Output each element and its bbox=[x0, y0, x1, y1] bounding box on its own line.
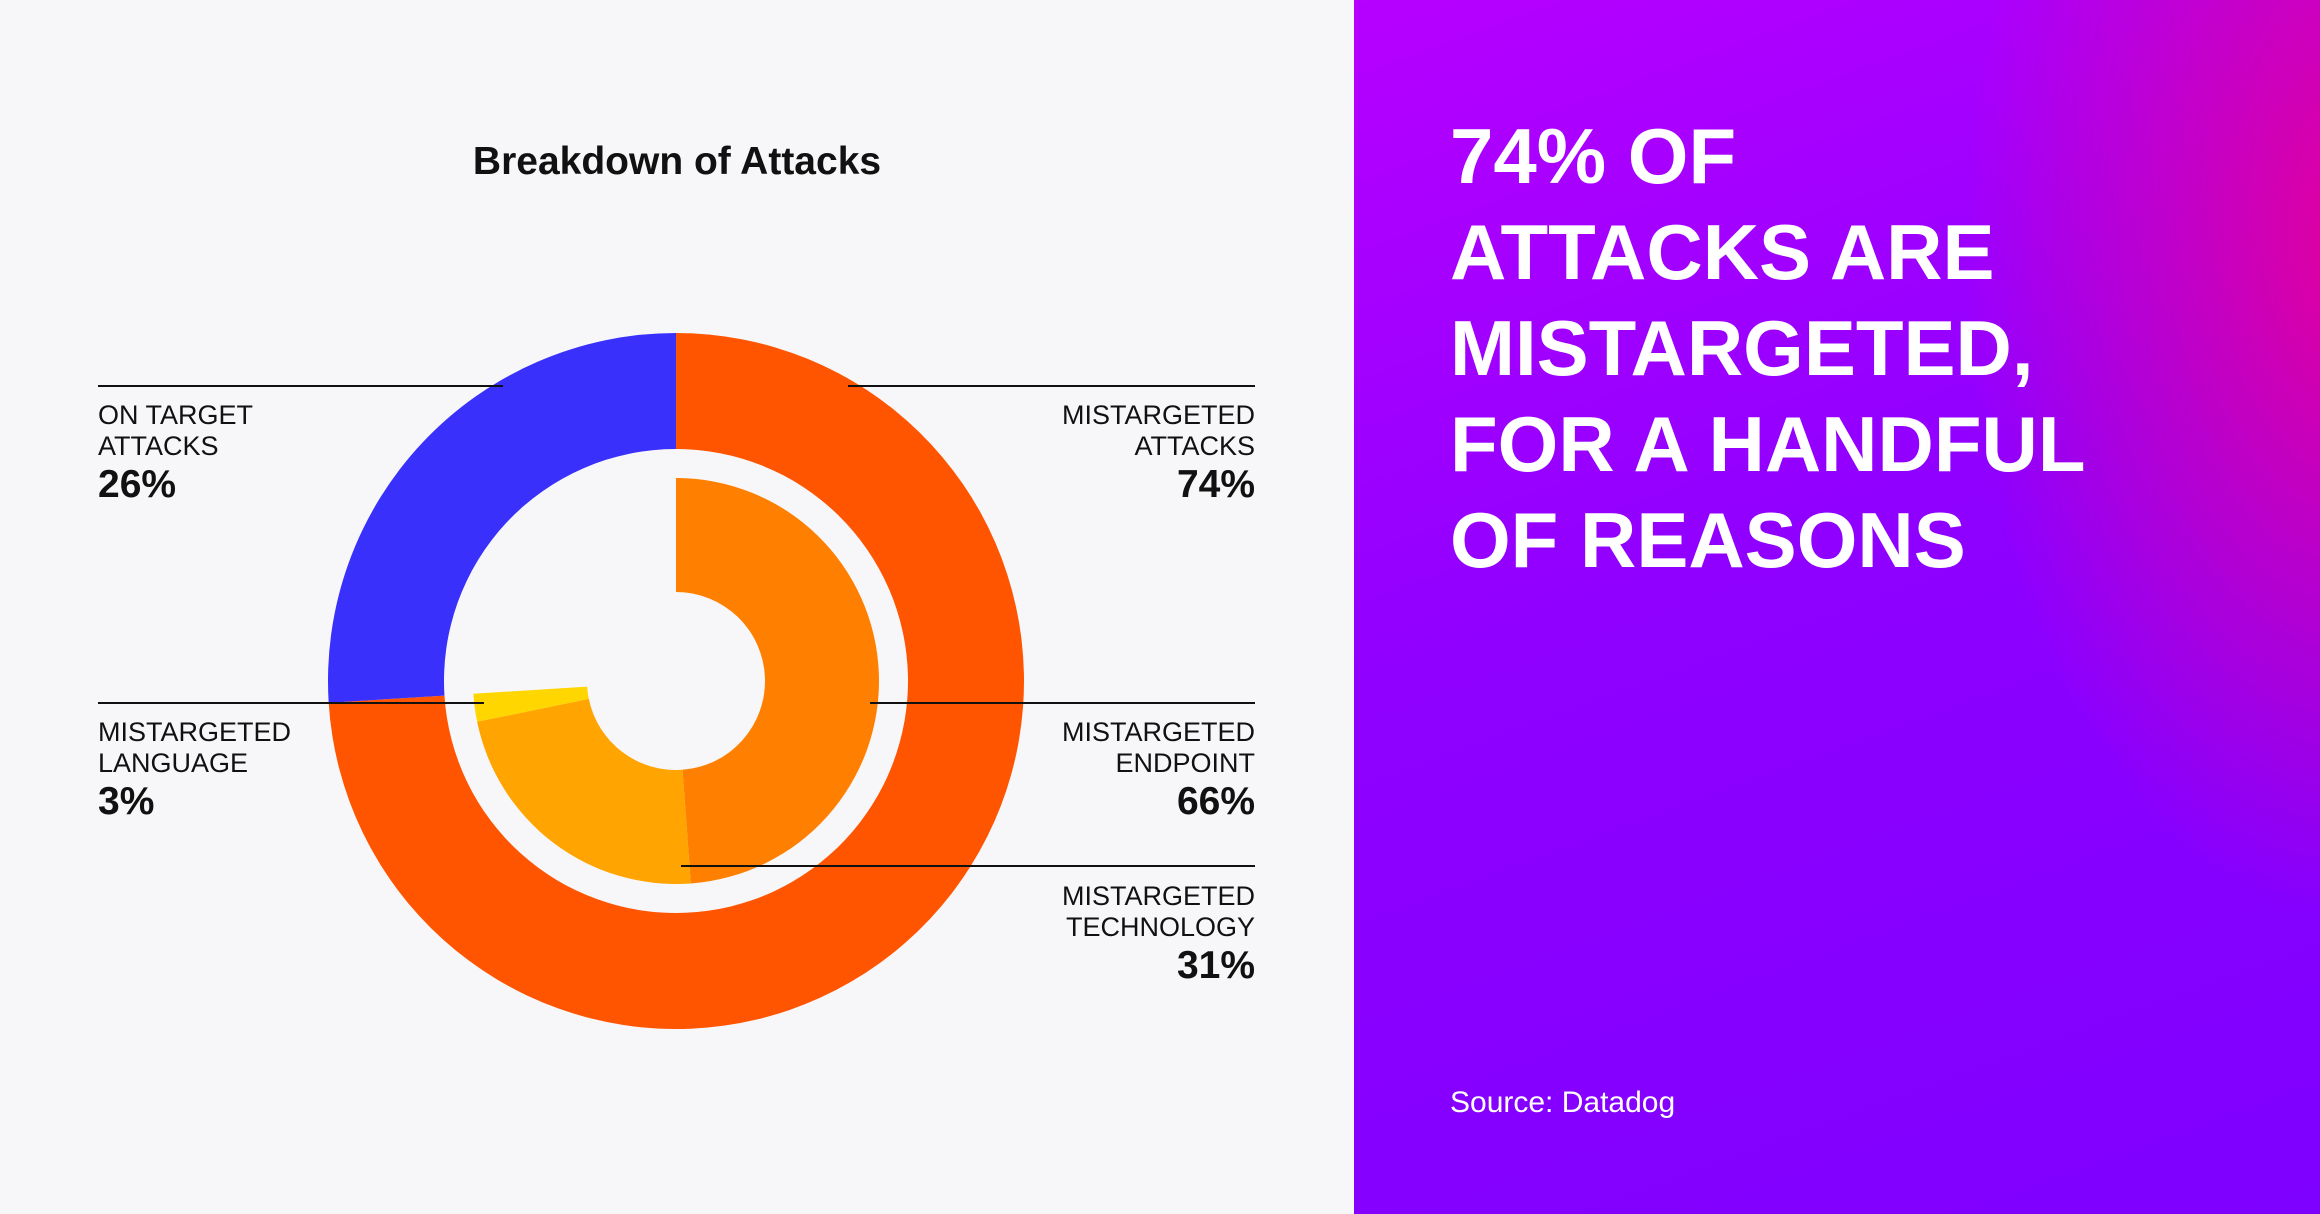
segment-label: MISTARGETED TECHNOLOGY 31% bbox=[1062, 881, 1255, 989]
segment-label: MISTARGETED ENDPOINT 66% bbox=[1062, 717, 1255, 825]
segment-label: MISTARGETED ATTACKS 74% bbox=[1062, 400, 1255, 508]
segment-name: MISTARGETED LANGUAGE bbox=[98, 717, 292, 778]
segment-name: MISTARGETED ATTACKS bbox=[1061, 400, 1255, 461]
chart bbox=[98, 333, 1255, 1029]
headline: 74% OF ATTACKS ARE MISTARGETED, FOR A HA… bbox=[1450, 112, 2086, 584]
segment-value: 31% bbox=[1176, 944, 1255, 987]
segment-name: MISTARGETED TECHNOLOGY bbox=[1061, 881, 1255, 942]
donut-segment bbox=[328, 333, 1024, 1029]
segment-value: 66% bbox=[1176, 780, 1255, 823]
donut-segment bbox=[676, 478, 880, 884]
segment-label: MISTARGETED LANGUAGE 3% bbox=[98, 717, 291, 825]
donut-segment bbox=[473, 686, 589, 722]
segment-value: 3% bbox=[98, 780, 155, 823]
segment-value: 74% bbox=[1176, 463, 1255, 506]
headline-panel bbox=[1354, 0, 2320, 1214]
segment-name: MISTARGETED ENDPOINT bbox=[1061, 717, 1255, 778]
donut-segment bbox=[477, 698, 691, 885]
segment-label: ON TARGET ATTACKS 26% bbox=[98, 400, 253, 508]
donut-segment bbox=[328, 333, 676, 703]
segment-name: ON TARGET ATTACKS bbox=[98, 400, 254, 461]
chart-title: Breakdown of Attacks bbox=[472, 140, 882, 183]
source: Source: Datadog bbox=[1450, 1086, 1676, 1119]
segment-value: 26% bbox=[98, 463, 177, 506]
